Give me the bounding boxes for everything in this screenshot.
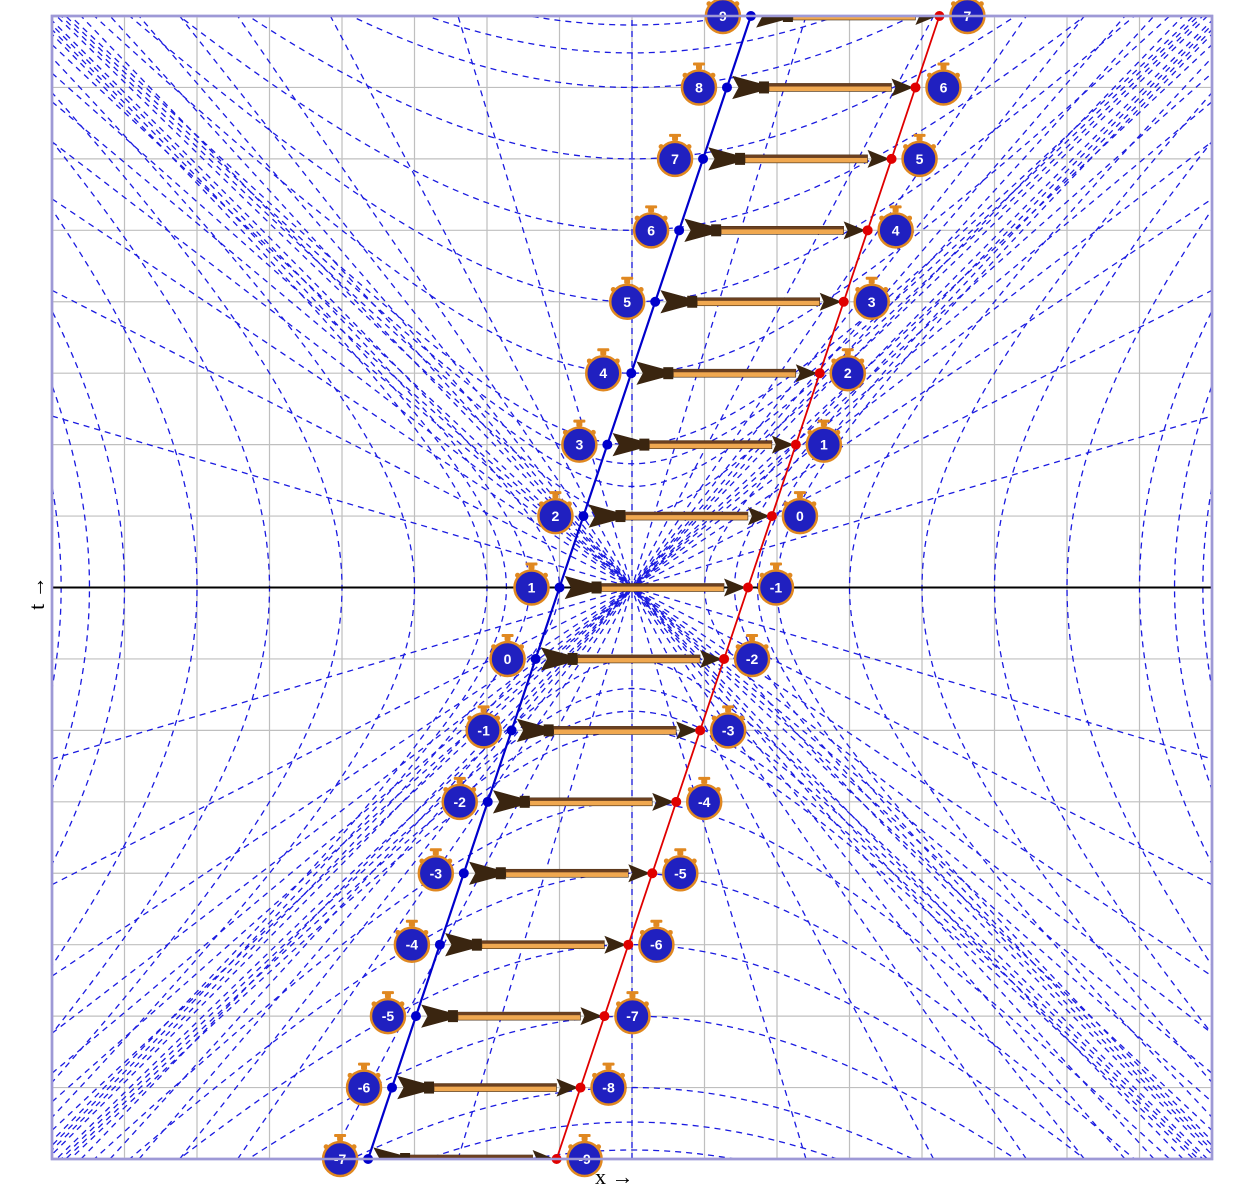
svg-text:0: 0 [796, 508, 804, 524]
svg-text:1: 1 [820, 437, 828, 453]
svg-text:7: 7 [671, 151, 679, 167]
svg-text:4: 4 [599, 365, 607, 381]
svg-text:-2: -2 [453, 794, 466, 810]
svg-text:5: 5 [623, 294, 631, 310]
svg-text:4: 4 [892, 222, 900, 238]
svg-text:3: 3 [575, 437, 583, 453]
svg-text:-4: -4 [406, 937, 419, 953]
svg-text:0: 0 [504, 651, 512, 667]
svg-text:-7: -7 [626, 1008, 639, 1024]
svg-text:6: 6 [647, 222, 655, 238]
svg-text:-1: -1 [477, 722, 490, 738]
svg-text:8: 8 [695, 79, 703, 95]
spacetime-diagram: -7-9-6-8-5-7-4-6-3-5-2-4-1-30-21-1203142… [0, 0, 1237, 1196]
svg-text:-3: -3 [430, 865, 443, 881]
svg-text:-5: -5 [674, 865, 687, 881]
svg-text:-2: -2 [746, 651, 759, 667]
svg-text:-8: -8 [602, 1080, 615, 1096]
svg-text:-4: -4 [698, 794, 711, 810]
diagram-container: -7-9-6-8-5-7-4-6-3-5-2-4-1-30-21-1203142… [0, 0, 1237, 1196]
svg-text:1: 1 [528, 580, 536, 596]
svg-text:6: 6 [940, 79, 948, 95]
svg-text:5: 5 [916, 151, 924, 167]
svg-text:-6: -6 [358, 1080, 371, 1096]
svg-text:-6: -6 [650, 937, 663, 953]
svg-text:-3: -3 [722, 722, 735, 738]
t-axis-label: t → [24, 576, 50, 610]
svg-text:2: 2 [552, 508, 560, 524]
svg-text:-5: -5 [382, 1008, 395, 1024]
svg-text:2: 2 [844, 365, 852, 381]
svg-text:-1: -1 [770, 580, 783, 596]
svg-text:3: 3 [868, 294, 876, 310]
x-axis-label: x → [595, 1164, 634, 1190]
